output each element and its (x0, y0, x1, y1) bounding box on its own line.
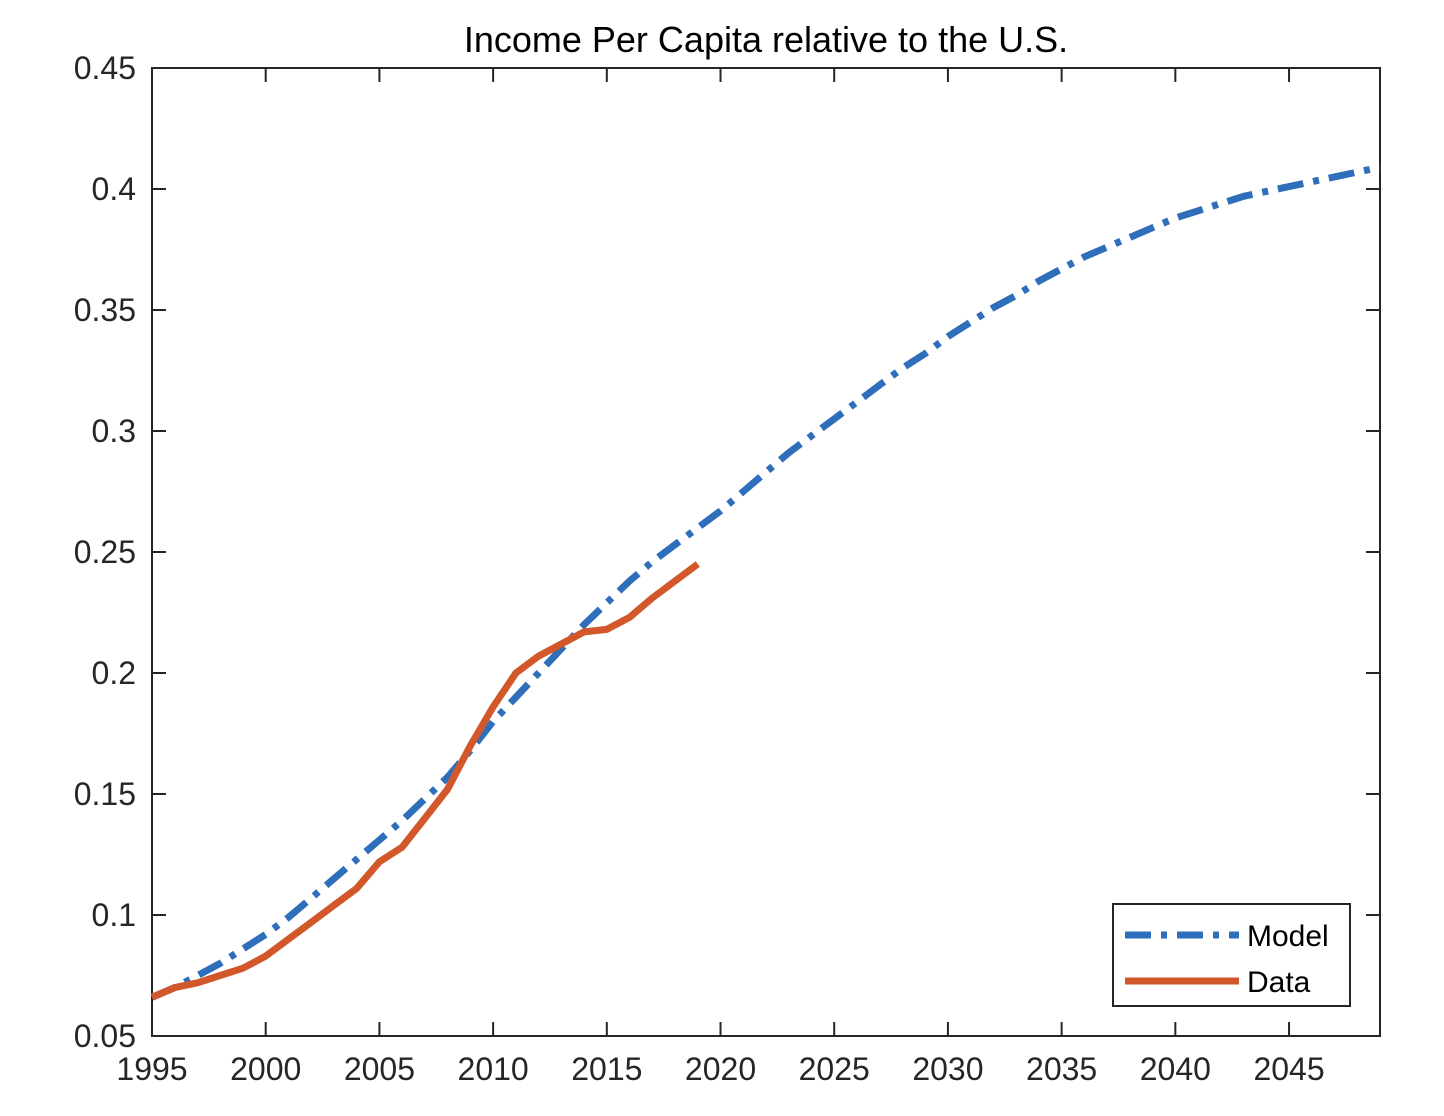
plot-area (151, 67, 1381, 1037)
legend: Model Data (1112, 903, 1351, 1007)
series-lines (150, 163, 1381, 1001)
legend-label-model: Model (1247, 920, 1329, 953)
y-tick-label: 0.1 (92, 897, 136, 933)
x-tick-label: 2005 (344, 1051, 415, 1087)
axis-ticks: 1995 2000 2005 2010 2015 2020 2025 2030 2035 2040… (74, 50, 1380, 1087)
series-line-data (150, 561, 700, 1001)
x-tick-label: 2010 (458, 1051, 529, 1087)
x-tick-label: 2020 (685, 1051, 756, 1087)
legend-label-data: Data (1247, 966, 1311, 999)
y-tick-label: 0.15 (74, 776, 136, 812)
series-line-model (150, 163, 1381, 1001)
y-tick-label: 0.05 (74, 1018, 136, 1054)
x-tick-label: 2045 (1253, 1051, 1324, 1087)
y-tick-label: 0.4 (92, 171, 136, 207)
y-tick-label: 0.35 (74, 292, 136, 328)
y-tick-label: 0.2 (92, 655, 136, 691)
x-tick-label: 2025 (799, 1051, 870, 1087)
y-tick-label: 0.3 (92, 413, 136, 449)
x-tick-label: 2035 (1026, 1051, 1097, 1087)
y-tick-label: 0.25 (74, 534, 136, 570)
x-tick-label: 2040 (1140, 1051, 1211, 1087)
x-tick-label: 1995 (116, 1051, 187, 1087)
plot-frame (151, 67, 1381, 1037)
x-tick-label: 2030 (912, 1051, 983, 1087)
chart-title: Income Per Capita relative to the U.S. (464, 19, 1068, 60)
x-tick-label: 2015 (571, 1051, 642, 1087)
x-tick-label: 2000 (230, 1051, 301, 1087)
y-tick-label: 0.45 (74, 50, 136, 86)
legend-box (1112, 903, 1351, 1007)
